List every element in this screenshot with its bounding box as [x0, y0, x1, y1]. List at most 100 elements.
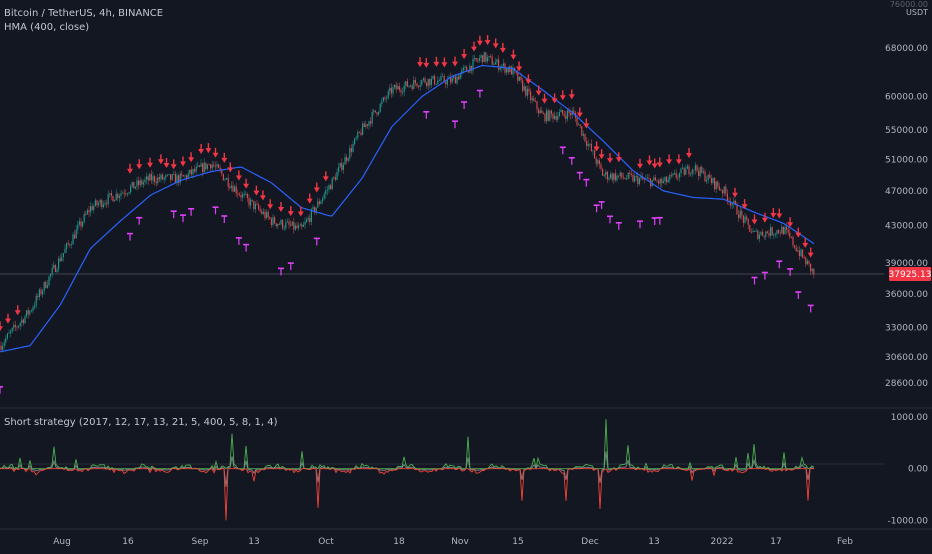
candle-body: [91, 206, 93, 211]
candle-body: [685, 168, 687, 175]
candle-body: [70, 244, 72, 246]
candle-body: [136, 180, 138, 187]
short-entry-arrow: [163, 158, 170, 168]
symbol-title[interactable]: Bitcoin / TetherUS, 4h, BINANCE: [4, 8, 164, 19]
candle-body: [107, 194, 109, 205]
short-entry-arrow: [795, 227, 802, 238]
candle-body: [374, 110, 376, 113]
candle-body: [46, 285, 48, 288]
short-entry-arrow: [541, 93, 548, 104]
candle-body: [678, 173, 680, 178]
candle-body: [395, 84, 397, 90]
candle-body: [454, 76, 456, 84]
candle-body: [786, 227, 788, 230]
candle-body: [763, 235, 765, 237]
candle-body: [414, 79, 416, 84]
exit-marker: [807, 304, 814, 313]
candle-body: [368, 121, 370, 126]
candle-body: [264, 211, 266, 219]
candle-body: [152, 176, 154, 181]
candle-body: [779, 232, 781, 234]
candle-body: [155, 181, 157, 184]
short-entry-arrow: [441, 57, 448, 68]
exit-marker: [0, 385, 3, 394]
candle-body: [357, 131, 359, 138]
candle-body: [290, 224, 292, 226]
candle-body: [778, 230, 780, 233]
candle-body: [370, 121, 372, 124]
oscillator-legend[interactable]: Short strategy (2017, 12, 17, 13, 21, 5,…: [4, 417, 278, 428]
short-entry-arrow: [732, 187, 738, 198]
candle-body: [717, 181, 719, 187]
candle-body: [157, 177, 159, 184]
candle-body: [547, 110, 549, 121]
candle-body: [14, 324, 16, 327]
candle-body: [315, 207, 317, 213]
candle-body: [230, 185, 232, 188]
candle-body: [491, 56, 493, 65]
candle-body: [754, 231, 756, 232]
candle-body: [549, 110, 551, 121]
candle-body: [80, 221, 82, 227]
short-entry-arrow: [313, 182, 320, 193]
candle-body: [173, 173, 175, 175]
candle-body: [664, 176, 666, 182]
oscillator-pane[interactable]: [0, 419, 815, 521]
candle-body: [706, 180, 708, 182]
short-entry-arrow: [267, 199, 274, 210]
candle-body: [330, 185, 332, 190]
oscillator-axis[interactable]: 1000.00 0.00 -1000.00: [888, 413, 929, 526]
candle-body: [602, 168, 604, 176]
candle-body: [242, 194, 244, 198]
candle-body: [699, 167, 701, 176]
short-entry-arrow: [243, 178, 250, 189]
candle-body: [662, 181, 664, 184]
exit-marker: [127, 232, 133, 241]
price-pane[interactable]: [0, 35, 815, 394]
candle-body: [48, 276, 50, 286]
candle-body: [40, 289, 42, 295]
candle-body: [616, 175, 618, 181]
candle-body: [613, 173, 615, 181]
candle-body: [667, 179, 669, 183]
price-tick-label: 30600.00: [885, 353, 928, 363]
candle-body: [312, 207, 314, 210]
candle-body: [101, 200, 103, 208]
candle-body: [354, 138, 356, 145]
hma-line: [0, 65, 815, 353]
short-entry-arrow: [787, 217, 794, 228]
candle-body: [35, 296, 37, 306]
candle-body: [331, 178, 333, 190]
short-entry-arrow: [14, 305, 21, 316]
candle-body: [200, 163, 202, 167]
candle-body: [707, 174, 709, 181]
time-tick-label: 2022: [711, 537, 734, 547]
candle-body: [461, 70, 463, 74]
candle-body: [0, 345, 2, 350]
candle-body: [59, 258, 61, 262]
price-axis[interactable]: 76000.00 USDT 68000.00 60000.00 55000.00 51…: [885, 0, 931, 389]
short-entry-arrow: [686, 148, 692, 158]
exit-marker: [776, 260, 783, 269]
short-entry-arrow: [535, 85, 542, 96]
candle-body: [296, 225, 298, 229]
time-axis[interactable]: Aug 16 Sep 13 Oct 18 Nov 15 Dec 13 2022 17 Feb: [53, 537, 853, 547]
candle-body: [798, 250, 800, 257]
candle-body: [176, 175, 178, 183]
candle-body: [411, 85, 413, 90]
short-entry-arrow: [188, 152, 195, 163]
candle-body: [813, 268, 815, 275]
exit-marker: [787, 268, 794, 276]
candle-body: [66, 243, 68, 249]
candle-body: [677, 177, 679, 179]
candle-body: [630, 174, 632, 175]
hma-legend[interactable]: HMA (400, close): [4, 22, 90, 33]
exit-marker: [476, 89, 483, 98]
candle-body: [226, 178, 228, 180]
exit-marker: [615, 222, 622, 230]
candle-body: [261, 210, 263, 214]
candle-body: [27, 310, 29, 315]
candle-body: [483, 52, 485, 63]
